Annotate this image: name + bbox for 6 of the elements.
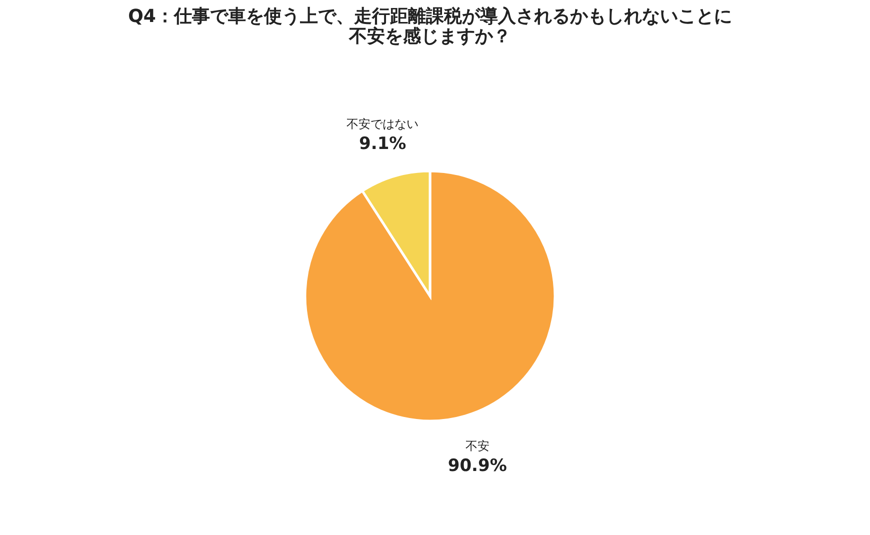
text: Q4：仕事で車を使う上で、走行距離課税が導入されるかもしれないことに bbox=[128, 6, 732, 27]
data-label: 90.9% bbox=[448, 456, 507, 476]
slice-label: 不安 bbox=[465, 439, 490, 454]
slice-label: 不安ではない bbox=[346, 116, 419, 131]
data-label: 9.1% bbox=[359, 134, 406, 154]
text: 不安を感じますか？ bbox=[349, 26, 511, 47]
